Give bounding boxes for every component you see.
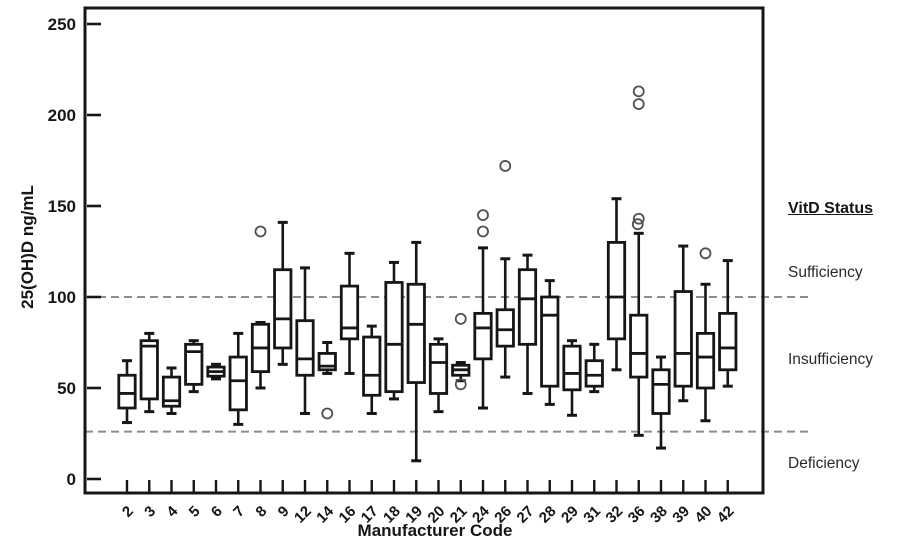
x-tick-label: 36 (625, 503, 649, 527)
box-rect (718, 311, 738, 372)
box-rect (562, 344, 582, 392)
zone-label-insufficiency: Insufficiency (788, 351, 874, 368)
y-tick-label: 100 (48, 288, 76, 307)
y-tick-label: 200 (48, 106, 76, 125)
box-rect (139, 339, 159, 401)
plot-frame (83, 6, 765, 495)
x-tick-label: 7 (230, 503, 248, 521)
box-rect (540, 295, 560, 388)
y-tick-label: 150 (48, 197, 76, 216)
box-rect (584, 359, 604, 388)
x-tick-label: 32 (603, 503, 627, 527)
x-tick-label: 31 (580, 503, 604, 527)
outlier-point (477, 225, 489, 238)
box-rect (428, 342, 449, 395)
x-tick-label: 29 (558, 503, 582, 527)
y-tick-label: 0 (67, 470, 76, 489)
x-tick-label: 28 (536, 503, 560, 527)
box-rect (384, 281, 404, 394)
x-tick-label: 12 (291, 503, 315, 527)
outlier-point (454, 378, 467, 391)
outlier-point (254, 225, 267, 238)
outlier-point (632, 98, 645, 110)
outlier-point (632, 85, 645, 98)
x-tick-label: 9 (275, 503, 293, 521)
box-rect (517, 268, 538, 346)
box-rect (629, 313, 649, 379)
outlier-point (699, 247, 712, 260)
box-rect (161, 375, 182, 408)
box-rect (273, 268, 293, 350)
outlier-point (632, 212, 645, 225)
x-tick-label: 14 (313, 502, 337, 526)
x-axis-title: Manufacturer Code (357, 521, 513, 540)
outlier-point (477, 209, 489, 222)
x-tick-label: 38 (647, 503, 671, 527)
x-tick-label: 8 (252, 503, 270, 521)
box-rect (473, 311, 493, 361)
vitd-status-title: VitD Status (788, 200, 874, 217)
x-tick-label: 5 (186, 503, 204, 521)
x-tick-label: 3 (141, 503, 159, 521)
outlier-point (321, 407, 334, 420)
box-rect (295, 319, 315, 377)
outlier-point (499, 160, 512, 172)
box-rect (606, 240, 627, 341)
y-tick-label: 50 (57, 379, 76, 398)
x-tick-label: 2 (119, 503, 137, 521)
box-rect (651, 368, 671, 415)
box-rect (673, 290, 693, 388)
zone-label-sufficiency: Sufficiency (788, 264, 863, 281)
box-rect (495, 308, 515, 348)
box-rect (339, 284, 360, 341)
x-tick-label: 39 (669, 503, 693, 527)
box-rect (406, 282, 426, 384)
y-tick-label: 250 (48, 15, 76, 34)
y-axis-title: 25(OH)D ng/mL (18, 185, 37, 309)
x-tick-label: 4 (163, 502, 181, 520)
box-rect (184, 342, 204, 386)
outlier-point (631, 218, 644, 231)
x-tick-label: 42 (714, 503, 738, 527)
box-rect (228, 355, 248, 412)
zone-label-deficiency: Deficiency (788, 455, 860, 472)
box-rect (362, 335, 382, 397)
x-tick-label: 40 (692, 503, 716, 527)
box-rect (695, 331, 716, 390)
x-tick-label: 6 (208, 503, 226, 521)
box-rect (117, 373, 137, 410)
outlier-point (454, 312, 467, 325)
